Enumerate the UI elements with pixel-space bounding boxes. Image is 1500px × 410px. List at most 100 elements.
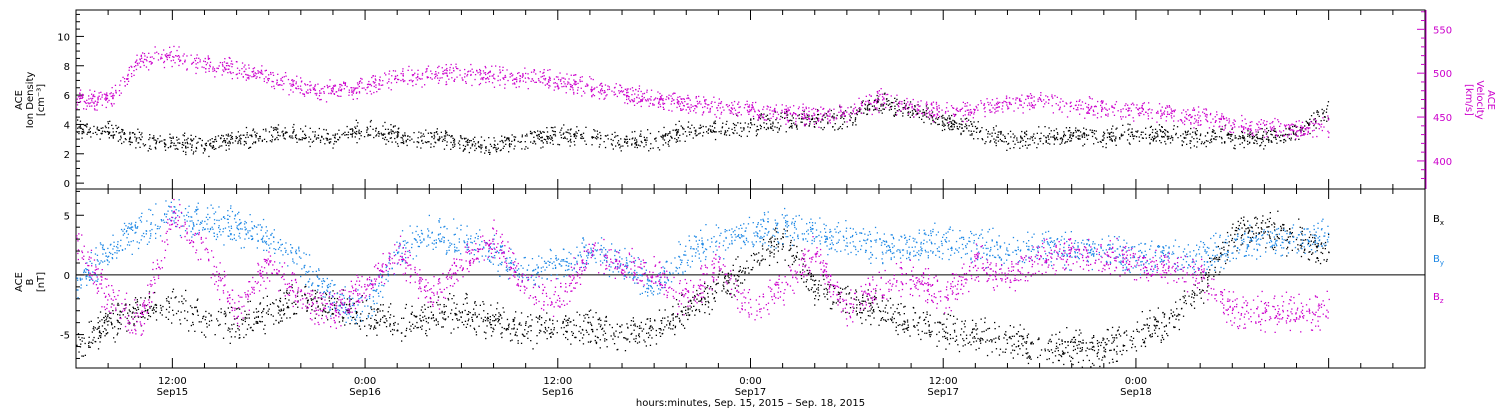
velocity-point [714,101,716,103]
velocity-point [1274,117,1276,120]
Bx-point [162,305,164,308]
density-point [665,134,667,136]
velocity-point [1170,115,1172,117]
density-point [224,141,227,144]
Bx-point [1059,331,1061,333]
density-point [1270,141,1273,143]
density-point [726,130,729,132]
density-point [1061,140,1063,142]
velocity-point [94,109,96,111]
density-point [1065,141,1067,143]
density-point [1086,135,1088,137]
density-point [1210,141,1213,143]
density-point [227,135,229,137]
density-point [303,137,305,139]
velocity-point [248,78,250,80]
velocity-point [637,90,639,92]
velocity-point [795,123,797,125]
velocity-point [1120,118,1123,120]
density-point [1172,137,1174,139]
Bx-point [443,318,445,320]
velocity-point [876,109,878,111]
velocity-point [1125,103,1127,105]
density-point [89,127,91,129]
density-point [1285,140,1287,142]
velocity-point [136,54,138,56]
density-point [339,136,341,138]
density-point [1231,139,1233,141]
velocity-point [205,64,207,66]
density-point [598,146,600,148]
velocity-point [292,83,294,85]
density-point [400,142,402,144]
density-point [1029,138,1031,140]
density-point [930,114,932,117]
density-point [1042,143,1044,145]
velocity-point [685,109,687,111]
Bx-point [1019,324,1021,326]
density-point [107,127,110,129]
velocity-point [1183,123,1186,126]
density-point [917,112,919,115]
velocity-point [870,95,872,97]
density-point [833,113,835,115]
density-point [79,120,82,122]
velocity-point [762,117,764,119]
density-point [355,119,357,121]
velocity-point [351,87,353,89]
density-point [282,133,285,135]
velocity-point [309,85,311,87]
velocity-point [1023,102,1025,104]
density-point [533,136,535,138]
velocity-point [511,75,513,77]
density-point [1096,138,1098,140]
density-point [185,145,187,147]
velocity-point [142,52,144,54]
density-point [83,132,85,134]
density-point [1184,130,1186,133]
density-point [129,131,131,134]
density-point [366,129,368,131]
velocity-point [930,116,932,118]
density-point [1027,144,1029,146]
velocity-point [281,76,284,79]
velocity-point [906,97,908,100]
velocity-point [557,88,559,90]
velocity-point [199,59,201,61]
velocity-point [1120,109,1122,111]
velocity-point [502,66,504,68]
velocity-point [1127,104,1129,106]
density-point [919,110,921,112]
velocity-point [632,101,634,103]
velocity-point [455,63,457,65]
density-point [504,136,506,138]
velocity-point [1275,131,1277,133]
velocity-point [332,91,334,93]
velocity-point [1298,130,1300,132]
density-point [807,116,809,118]
velocity-point [1193,109,1195,111]
velocity-point [517,72,519,75]
density-point [289,135,291,137]
Bx-point [1182,315,1185,317]
velocity-point [376,91,378,93]
density-point [344,131,346,133]
velocity-point [865,95,867,97]
velocity-point [1135,107,1137,109]
velocity-point [944,112,947,114]
velocity-point [319,90,321,92]
velocity-point [1088,108,1091,111]
velocity-point [340,95,342,97]
velocity-point [1142,108,1144,110]
velocity-point [260,73,262,75]
velocity-point [133,70,135,72]
velocity-point [236,77,239,79]
density-point [316,137,318,139]
velocity-point [846,121,848,123]
density-point [1151,131,1154,134]
density-point [106,130,109,133]
velocity-point [802,117,804,119]
density-point [341,134,343,136]
density-point [867,104,869,107]
